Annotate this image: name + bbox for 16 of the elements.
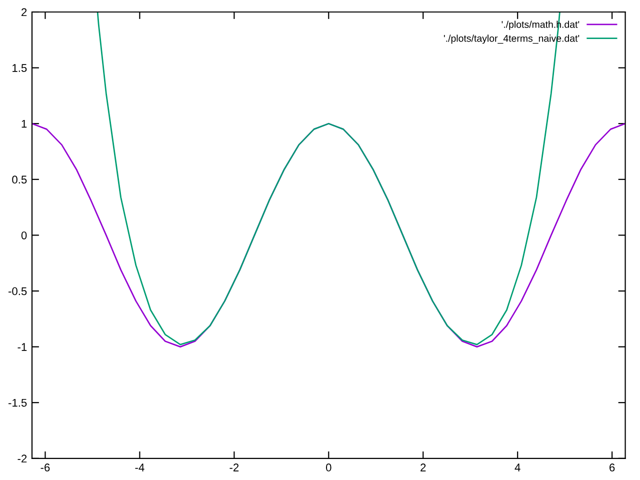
y-tick-label: 2 <box>22 8 27 16</box>
x-tick-label: 4 <box>514 464 520 472</box>
y-tick-label: -0.5 <box>8 287 27 296</box>
x-tick-label: 2 <box>420 464 426 472</box>
y-tick-label: 0 <box>21 231 27 240</box>
y-tick-label: -2 <box>18 454 27 462</box>
x-tick-label: -4 <box>135 464 144 472</box>
y-tick-label: 0.5 <box>12 176 27 184</box>
x-tick-label: 6 <box>610 464 615 472</box>
y-tick-label: 1.5 <box>12 64 27 72</box>
y-tick-label: -1 <box>18 343 27 351</box>
y-tick-label: 1 <box>22 120 27 128</box>
x-tick-label: -6 <box>40 464 50 472</box>
x-tick-label: -2 <box>230 464 239 472</box>
y-tick-label: -1.5 <box>8 398 27 407</box>
x-tick-label: 0 <box>326 464 332 472</box>
